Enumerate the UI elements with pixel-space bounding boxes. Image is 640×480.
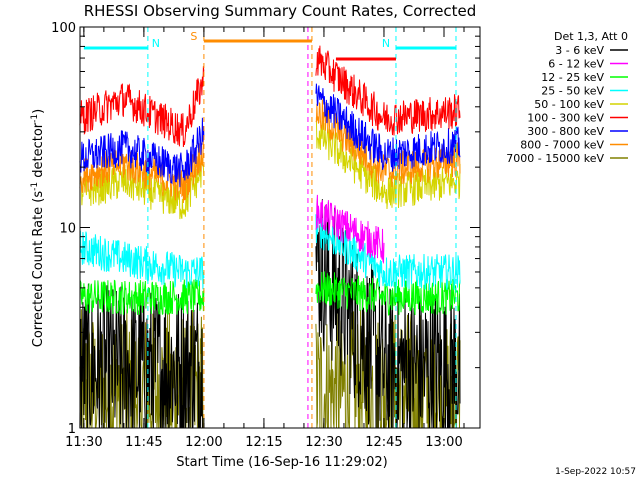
flag-label: S [190,30,197,43]
series-25-50keV [79,211,461,291]
axes-layer: 1 10 100 11:30 11:45 12:00 12:15 12:30 12:45 13:0… [51,21,481,450]
legend-label: 50 - 100 keV [534,98,604,111]
x-tick-label: 11:30 [65,435,102,450]
y-axis-label-main: Corrected Count Rate (s [31,191,46,348]
series-trace [315,199,461,429]
legend-label: 25 - 50 keV [541,85,604,98]
y-axis-label-sup2: -1 [30,114,40,123]
x-tick-label: 12:30 [305,435,342,450]
data-layer [79,45,461,429]
series-trace [315,83,461,172]
legend-label: 7000 - 15000 keV [506,152,604,165]
series-300-800keV [79,83,461,188]
series-6-12keV [315,194,385,265]
x-tick-label: 12:45 [365,435,402,450]
flag-label: N [152,37,160,50]
series-trace [79,158,205,220]
chart-title: RHESSI Observing Summary Count Rates, Co… [84,2,477,20]
legend-label: 300 - 800 keV [527,125,604,138]
y-axis-label-end: ) [31,109,46,114]
legend-label: 12 - 25 keV [541,71,604,84]
x-tick-label: 11:45 [125,435,162,450]
footer-timestamp: 1-Sep-2022 10:57 [555,467,636,477]
y-axis-label-mid: detector [31,122,46,182]
x-axis-label: Start Time (16-Sep-16 11:29:02) [176,455,387,470]
series-12-25keV [79,271,461,316]
y-tick-label: 1 [68,422,76,437]
x-tick-label: 13:00 [425,435,462,450]
y-axis-label-sup1: -1 [30,182,40,191]
legend-header: Det 1,3, Att 0 [554,30,628,43]
x-tick-label: 12:00 [185,435,222,450]
series-trace [79,117,205,188]
flag-layer: N NS [83,30,456,61]
marker-layer [147,27,457,428]
legend-label: 6 - 12 keV [548,58,604,71]
legend-label: 3 - 6 keV [555,44,604,57]
series-trace [315,211,461,291]
series-3-6keV [79,199,461,429]
y-tick-label: 10 [59,222,76,237]
series-trace [79,278,205,316]
series-100-300keV [79,45,461,148]
series-trace [315,194,385,265]
series-50-100keV [79,117,461,220]
series-trace [79,230,205,290]
flag-label: N [382,37,390,50]
series-trace [315,117,461,210]
series-trace [79,66,205,148]
legend-label: 800 - 7000 keV [520,139,604,152]
legend-label: 100 - 300 keV [527,112,604,125]
y-axis-label: Corrected Count Rate (s-1 detector-1) [30,109,46,347]
x-tick-label: 12:15 [245,435,282,450]
series-trace [79,283,204,429]
y-tick-label: 100 [51,21,76,36]
series-trace [315,45,461,136]
series-trace [315,271,461,316]
